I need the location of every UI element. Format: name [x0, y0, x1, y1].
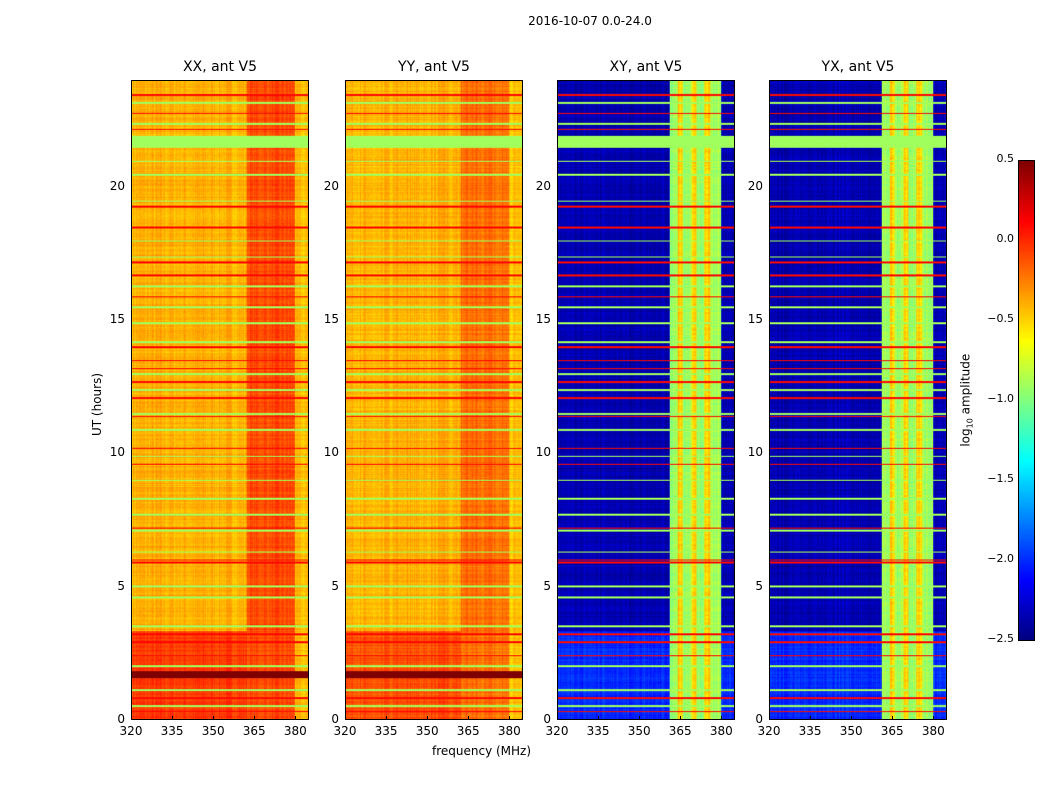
heatmap-panel	[769, 80, 947, 720]
x-tick-mark	[721, 716, 723, 720]
y-tick-label: 0	[755, 712, 763, 726]
x-tick-mark	[427, 716, 429, 720]
heatmap-cells	[558, 81, 734, 719]
y-axis-label: UT (hours)	[90, 372, 104, 436]
x-tick-mark	[598, 716, 600, 720]
y-tick-label: 5	[543, 578, 551, 593]
colorbar-label-sub: 10	[965, 418, 975, 429]
x-tick-label: 335	[586, 724, 610, 738]
x-tick-label: 365	[668, 724, 692, 738]
x-tick-label: 335	[798, 724, 822, 738]
x-tick-mark	[933, 716, 935, 720]
colorbar-tick-label: −1.0	[987, 392, 1014, 405]
y-tick-label: 10	[323, 445, 339, 460]
x-tick-mark	[892, 716, 894, 720]
x-axis-label: frequency (MHz)	[432, 744, 532, 758]
heatmap-panel	[345, 80, 523, 720]
y-tick-label: 20	[535, 178, 551, 193]
colorbar-label-main: log	[958, 428, 973, 447]
colorbar-label-rest: amplitude	[958, 353, 973, 419]
x-tick-mark	[213, 716, 215, 720]
panel-title: YX, ant V5	[821, 59, 895, 75]
y-tick-label: 0	[543, 712, 551, 726]
y-tick-label: 15	[323, 312, 339, 326]
heatmap-cells	[132, 81, 308, 719]
x-tick-label: 365	[242, 724, 266, 738]
x-tick-mark	[172, 716, 174, 720]
x-tick-label: 320	[119, 724, 143, 738]
x-tick-mark	[557, 716, 558, 720]
x-tick-mark	[468, 716, 470, 720]
x-tick-label: 350	[627, 724, 651, 738]
heatmap-panel	[557, 80, 735, 720]
colorbar	[1018, 160, 1035, 641]
x-tick-mark	[509, 716, 511, 720]
x-tick-label: 350	[839, 724, 863, 738]
heatmap-cells	[770, 81, 946, 719]
panel-title: XY, ant V5	[609, 59, 683, 75]
x-tick-mark	[769, 716, 770, 720]
x-tick-mark	[810, 716, 812, 720]
y-tick-label: 0	[331, 712, 339, 726]
figure-title: 2016-10-07 0.0-24.0	[528, 14, 652, 28]
x-tick-label: 335	[374, 724, 398, 738]
x-tick-mark	[851, 716, 853, 720]
y-tick-label: 15	[747, 312, 763, 326]
colorbar-gradient	[1019, 161, 1034, 640]
x-tick-mark	[295, 716, 297, 720]
y-tick-label: 5	[117, 578, 125, 593]
y-tick-label: 20	[109, 178, 125, 193]
colorbar-tick-label: 0.5	[996, 152, 1015, 165]
panel-title: XX, ant V5	[183, 59, 257, 75]
x-tick-label: 380	[921, 724, 945, 738]
heatmap-cells	[346, 81, 522, 719]
x-tick-label: 320	[757, 724, 781, 738]
x-tick-mark	[639, 716, 641, 720]
x-tick-label: 365	[456, 724, 480, 738]
colorbar-tick-label: −2.0	[987, 552, 1014, 565]
x-tick-label: 320	[333, 724, 357, 738]
x-tick-label: 380	[283, 724, 307, 738]
x-tick-label: 365	[880, 724, 904, 738]
y-tick-label: 20	[323, 178, 339, 193]
y-tick-label: 10	[109, 445, 125, 460]
x-tick-mark	[680, 716, 682, 720]
y-tick-label: 0	[117, 712, 125, 726]
colorbar-tick-label: −0.5	[987, 312, 1014, 325]
y-tick-label: 15	[109, 312, 125, 326]
colorbar-tick-label: −1.5	[987, 472, 1014, 485]
colorbar-tick-label: 0.0	[996, 232, 1015, 245]
y-tick-label: 15	[535, 312, 551, 326]
x-tick-mark	[386, 716, 388, 720]
colorbar-label: log10 amplitude	[958, 354, 974, 447]
x-tick-label: 350	[201, 724, 225, 738]
x-tick-label: 320	[545, 724, 569, 738]
x-tick-mark	[131, 716, 132, 720]
x-tick-mark	[345, 716, 346, 720]
x-tick-label: 335	[160, 724, 184, 738]
y-tick-label: 20	[747, 178, 763, 193]
y-tick-label: 5	[331, 578, 339, 593]
panel-title: YY, ant V5	[398, 59, 470, 75]
colorbar-tick-label: −2.5	[987, 632, 1014, 645]
heatmap-panel	[131, 80, 309, 720]
y-tick-label: 5	[755, 578, 763, 593]
y-tick-label: 10	[535, 445, 551, 460]
x-tick-label: 380	[709, 724, 733, 738]
y-tick-label: 10	[747, 445, 763, 460]
x-tick-label: 380	[497, 724, 521, 738]
x-tick-mark	[254, 716, 256, 720]
x-tick-label: 350	[415, 724, 439, 738]
